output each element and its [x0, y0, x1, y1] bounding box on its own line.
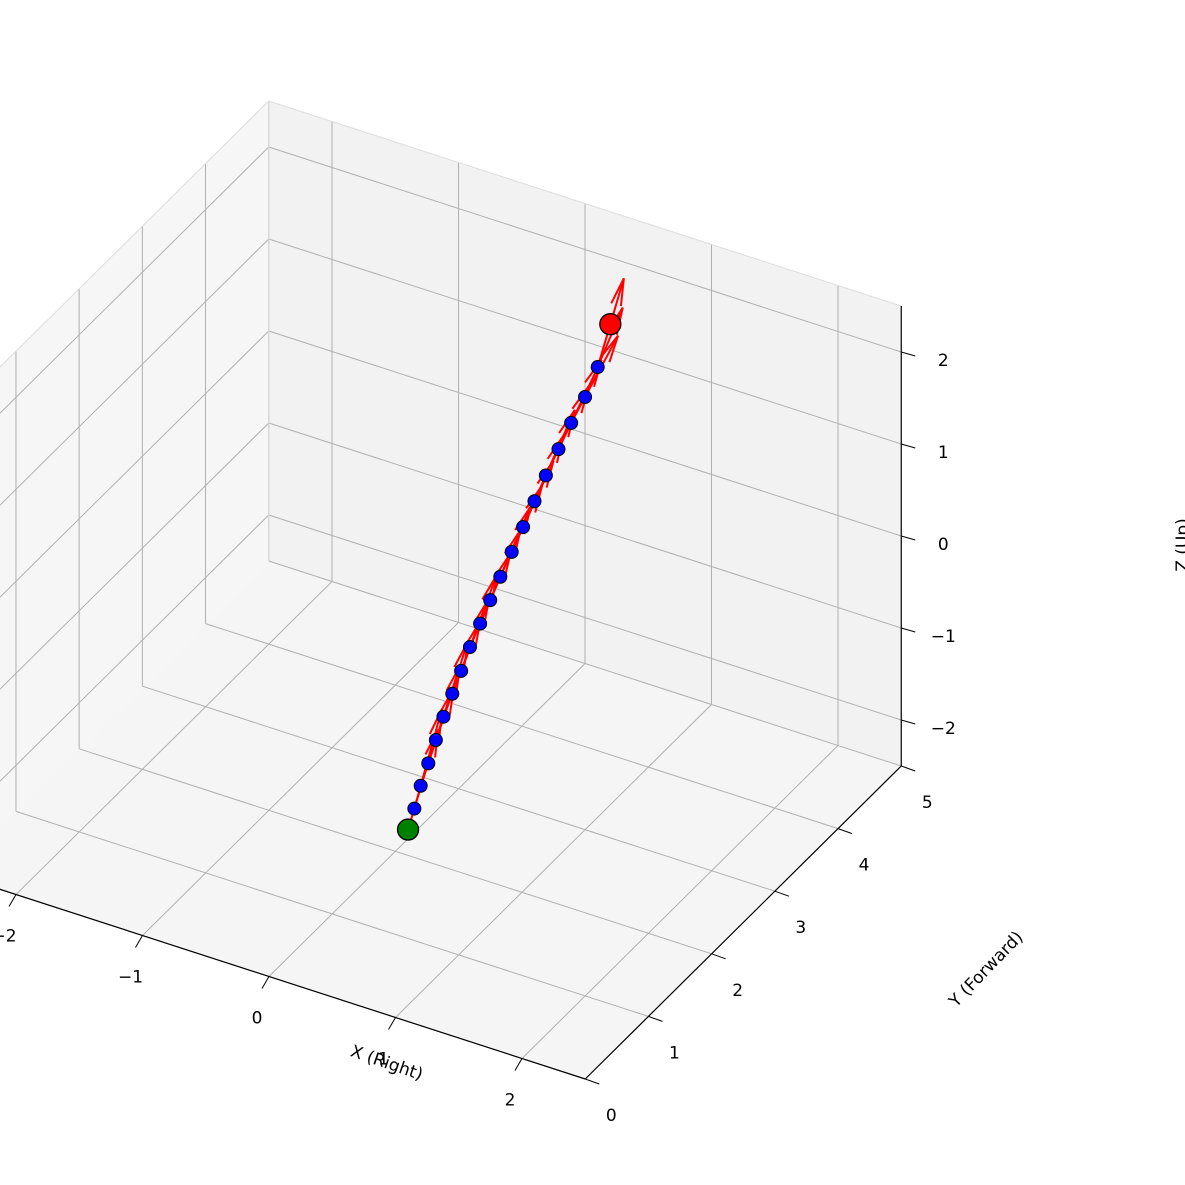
grid-line — [78, 748, 712, 955]
trajectory-point — [516, 520, 531, 535]
trajectory-point — [436, 709, 451, 724]
y-axis-line — [584, 765, 902, 1080]
z-tick-label: −1 — [931, 627, 956, 647]
start-marker — [396, 818, 420, 841]
y-tick-mark — [901, 765, 916, 772]
grid-line — [268, 422, 902, 629]
grid-line — [268, 514, 902, 721]
pane-edge — [0, 100, 270, 368]
grid-line — [15, 810, 649, 1017]
trajectory-point — [538, 468, 553, 483]
grid-line — [395, 704, 712, 1018]
z-axis-label: Z (Up) — [1173, 518, 1185, 572]
z-tick-label: 2 — [938, 351, 949, 371]
x-tick-label: 0 — [252, 1009, 263, 1029]
x-tick-label: 1 — [378, 1050, 389, 1070]
z-tick-label: 1 — [938, 443, 949, 463]
z-tick-mark — [901, 535, 916, 541]
y-tick-mark — [837, 828, 853, 835]
grid-line — [268, 560, 902, 767]
y-tick-mark — [774, 890, 790, 897]
grid-line — [142, 685, 776, 892]
grid-line — [0, 422, 270, 690]
grid-line — [205, 623, 839, 830]
y-tick-label: 4 — [859, 856, 870, 876]
y-tick-label: 3 — [795, 918, 806, 938]
trajectory-point — [493, 569, 508, 584]
y-tick-mark — [585, 1078, 600, 1085]
trajectory-point — [590, 360, 605, 375]
z-tick-mark — [901, 719, 916, 725]
x-tick-mark — [8, 894, 17, 907]
tick-labels: −2 −1 0 1 2 0 1 2 3 4 5 −2 −1 0 1 2 — [0, 351, 956, 1126]
z-tick-mark — [901, 627, 916, 633]
grid-line — [268, 146, 902, 353]
direction-arrowhead — [610, 277, 625, 304]
x-tick-mark — [514, 1058, 523, 1071]
grid-line — [0, 238, 270, 506]
pane-edge — [268, 100, 902, 307]
x-tick-mark — [261, 976, 270, 989]
end-marker — [599, 313, 622, 336]
x-axis-label: X (Right) — [348, 1042, 426, 1085]
y-tick-label: 1 — [669, 1043, 680, 1063]
grid-line — [268, 330, 902, 537]
x-tick-label: −1 — [118, 968, 143, 988]
grid-line — [0, 146, 270, 414]
trajectory-point — [454, 663, 469, 678]
axis-lines — [0, 100, 902, 1080]
x-tick-mark — [388, 1017, 396, 1030]
floor-pane — [0, 561, 902, 1079]
x-tick-label: 2 — [505, 1091, 516, 1111]
trajectory-point — [413, 778, 428, 793]
trajectory-point — [462, 640, 477, 655]
grid-line — [15, 581, 333, 895]
trajectory-point — [578, 390, 593, 404]
z-tick-mark — [901, 351, 916, 357]
trajectory-points — [396, 313, 622, 841]
trajectory-point — [473, 616, 488, 631]
trajectory-point — [527, 494, 542, 509]
z-tick-label: −2 — [931, 719, 956, 739]
trajectory-point — [551, 442, 566, 457]
z-tick-mark — [901, 443, 916, 449]
z-tick-label: 0 — [938, 535, 949, 555]
direction-arrowhead — [619, 278, 625, 307]
grid-line — [268, 663, 586, 977]
grid-line — [142, 622, 459, 936]
trajectory-point — [483, 593, 498, 608]
y-tick-label: 0 — [606, 1106, 617, 1126]
y-axis-label: Y (Forward) — [945, 928, 1028, 1013]
grid-line — [0, 330, 270, 598]
grid-line — [521, 745, 839, 1059]
trajectory-point — [407, 801, 422, 816]
direction-arrowhead — [608, 335, 620, 363]
grid-line — [268, 238, 902, 445]
x-tick-mark — [135, 935, 143, 948]
trajectory-point — [504, 544, 519, 559]
y-tick-label: 2 — [732, 981, 743, 1001]
x-tick-label: −2 — [0, 927, 17, 947]
axis-panes — [0, 101, 902, 1079]
grid-line — [0, 514, 270, 782]
y-tick-mark — [711, 953, 726, 960]
trajectory-point — [421, 756, 436, 771]
trajectory-point — [428, 733, 443, 748]
direction-arrow — [570, 335, 619, 424]
trajectory-point — [564, 415, 579, 430]
y-tick-mark — [648, 1015, 663, 1022]
trajectory-point — [445, 686, 460, 701]
y-tick-label: 5 — [922, 793, 933, 813]
